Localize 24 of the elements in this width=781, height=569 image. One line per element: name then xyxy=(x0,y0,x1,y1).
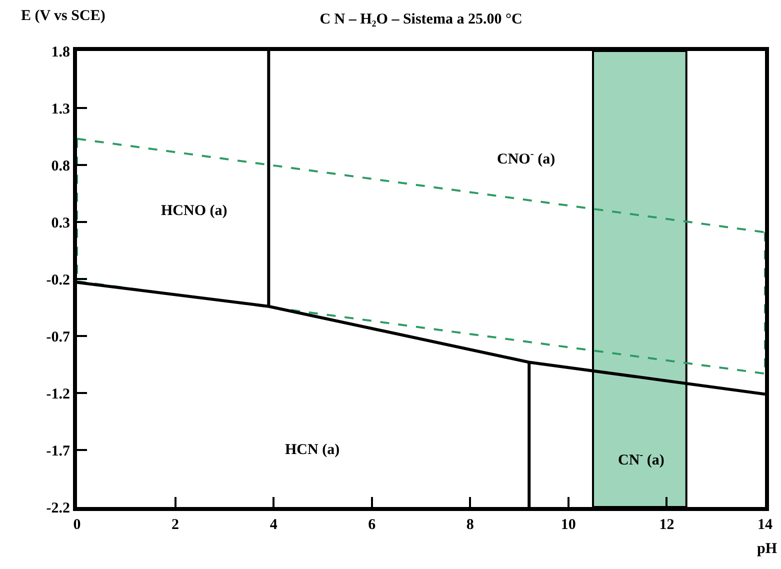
y-tick-label: -0.2 xyxy=(46,272,70,288)
x-tick-label: 0 xyxy=(73,517,81,533)
y-tick-label: -1.2 xyxy=(46,386,70,402)
annotation: HCNO (a) xyxy=(161,203,228,219)
y-tick-label: -1.7 xyxy=(46,443,70,460)
x-axis-title: pH xyxy=(757,541,778,557)
y-tick-label: -2.2 xyxy=(46,500,70,516)
x-tick-label: 8 xyxy=(466,517,474,533)
x-tick-label: 4 xyxy=(270,517,278,533)
x-tick-label: 2 xyxy=(172,517,180,533)
annotation: HCN (a) xyxy=(285,442,340,458)
y-tick-label: 0.3 xyxy=(51,215,70,232)
x-tick-label: 14 xyxy=(758,517,773,533)
y-axis-title: E (V vs SCE) xyxy=(21,8,106,24)
x-tick-label: 10 xyxy=(560,517,576,533)
y-tick-label: 0.8 xyxy=(51,158,70,174)
annotation: CN$^{-}$ (a) xyxy=(618,450,664,468)
y-tick-label: -0.7 xyxy=(46,329,70,346)
y-tick-label: 1.3 xyxy=(51,101,70,118)
y-tick-label: 1.8 xyxy=(51,44,70,60)
chart-title: C N – H₂O – Sistema a 25.00 °C xyxy=(320,11,522,28)
annotation: CNO$^{-}$ (a) xyxy=(497,149,556,168)
x-tick-label: 6 xyxy=(368,517,376,533)
x-tick-label: 12 xyxy=(659,517,674,533)
